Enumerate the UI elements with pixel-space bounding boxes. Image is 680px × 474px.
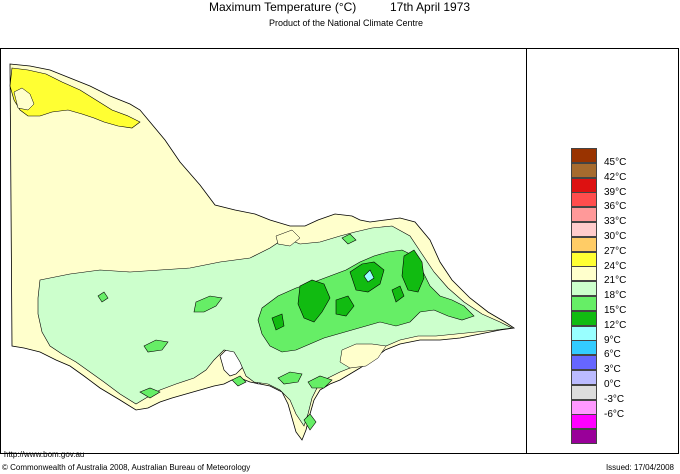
region-9-12-core [363,269,375,283]
legend-divider [526,48,527,454]
legend-label: 45°C [604,157,627,168]
legend-swatch [571,340,597,356]
legend-label: 12°C [604,319,627,331]
legend-swatch [571,266,597,282]
legend-label: 24°C [604,260,627,272]
legend-label: 15°C [604,305,627,316]
legend-swatch [571,325,597,341]
legend-swatch [571,370,597,385]
legend-label: 18°C [604,290,627,302]
legend-swatch [571,236,597,252]
footer-issued-date: Issued: 17/04/2008 [605,463,674,472]
legend-swatch [571,192,597,208]
region-21-24-island [13,87,35,111]
legend-swatch [571,296,597,311]
legend-swatch [571,251,597,267]
legend-label: 6°C [604,349,621,361]
legend-swatch [571,177,597,193]
legend-label: 9°C [604,334,621,346]
legend-label: 39°C [604,186,627,198]
title-main: Maximum Temperature (°C) [209,0,357,14]
legend-swatch [571,384,597,400]
map-subtitle: Product of the National Climate Centre [268,18,424,28]
map-title: Maximum Temperature (°C) 17th April 1973 [0,0,680,18]
legend-swatch [571,414,597,430]
region-24-27-northwest [9,67,141,129]
title-date: 17th April 1973 [390,0,471,14]
region-21-24-inclusion-north [275,229,301,247]
legend-label: 3°C [604,364,621,376]
region-21-24-inclusion-south [339,343,387,369]
legend-swatch [571,355,597,371]
legend-label: 0°C [604,379,621,390]
legend-swatch [571,281,597,297]
legend-label: -6°C [604,408,625,420]
legend-label: 33°C [604,216,627,228]
legend-swatch [571,162,597,178]
temperature-map [9,63,516,441]
legend-swatch [571,222,597,237]
legend-label: 36°C [604,201,627,213]
legend-label: 42°C [604,171,627,183]
map-frame [0,48,679,454]
footer-url: http://www.bom.gov.au [4,450,85,459]
legend-swatch [571,429,597,445]
region-12-15-cores [271,249,425,331]
legend-label: 30°C [604,231,627,242]
legend-label: 21°C [604,275,627,287]
legend-swatch [571,310,597,326]
legend-swatch [571,207,597,223]
legend-label: 27°C [604,245,627,257]
legend-swatch [571,148,597,163]
legend-label: -3°C [604,393,625,405]
legend-swatch [571,399,597,415]
footer-copyright: © Commonwealth of Australia 2008, Austra… [2,463,251,472]
